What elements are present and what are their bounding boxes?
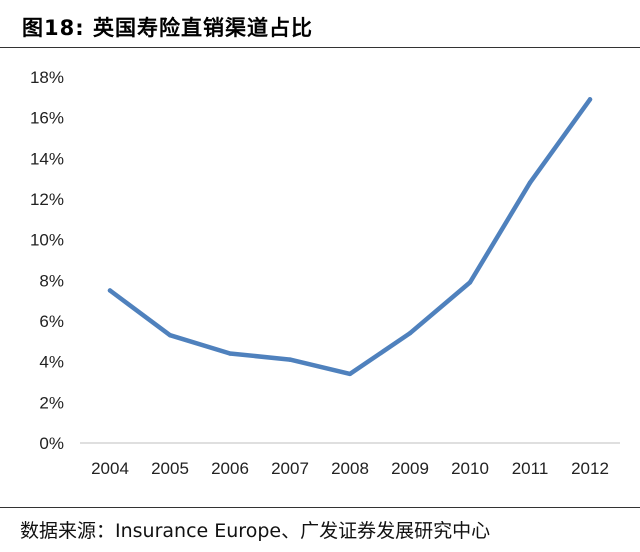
y-tick-label: 12%	[30, 190, 64, 209]
x-axis: 2004 2005 2006 2007 2008 2009 2010 2011 2012	[80, 442, 620, 478]
y-axis: 0% 2% 4% 6% 8% 10% 12% 14% 16% 18%	[30, 68, 64, 453]
y-tick-label: 10%	[30, 231, 64, 250]
top-rule	[0, 47, 640, 48]
x-tick-label: 2005	[151, 459, 189, 478]
data-point	[587, 97, 593, 102]
figure-label: 图18	[22, 16, 76, 40]
data-point	[347, 371, 353, 377]
y-tick-label: 18%	[30, 68, 64, 87]
data-point	[467, 280, 473, 285]
y-tick-label: 6%	[39, 312, 64, 331]
series-line	[107, 97, 593, 377]
data-point	[407, 331, 413, 336]
source-note: 数据来源：Insurance Europe、广发证券发展研究中心	[20, 520, 491, 542]
data-point	[287, 357, 293, 362]
figure-title: 图18: 英国寿险直销渠道占比	[22, 12, 313, 42]
x-tick-label: 2004	[91, 459, 129, 478]
x-tick-label: 2006	[211, 459, 249, 478]
y-tick-label: 0%	[39, 434, 64, 453]
x-tick-label: 2008	[331, 459, 369, 478]
y-tick-label: 2%	[39, 393, 64, 412]
y-tick-label: 4%	[39, 353, 64, 372]
x-tick-label: 2010	[451, 459, 489, 478]
data-point	[107, 288, 113, 293]
x-tick-label: 2007	[271, 459, 309, 478]
y-tick-label: 8%	[39, 271, 64, 290]
y-tick-label: 14%	[30, 149, 64, 168]
title-separator: :	[75, 16, 85, 40]
data-point	[227, 351, 233, 356]
x-tick-label: 2009	[391, 459, 429, 478]
data-point	[167, 333, 173, 338]
y-tick-label: 16%	[30, 109, 64, 128]
x-tick-label: 2012	[571, 459, 609, 478]
bottom-rule	[0, 507, 640, 508]
data-point	[527, 180, 533, 185]
chart-title: 英国寿险直销渠道占比	[92, 16, 313, 40]
x-tick-label: 2011	[512, 459, 549, 478]
series-group	[107, 97, 593, 377]
